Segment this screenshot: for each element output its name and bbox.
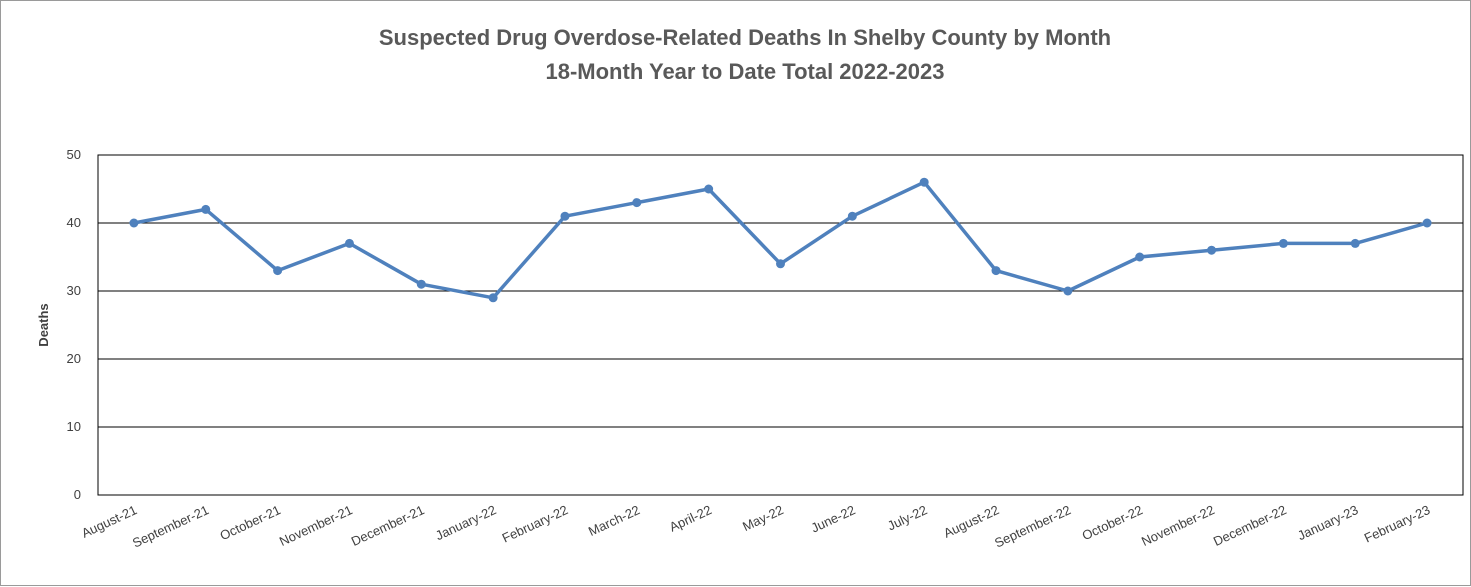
x-tick-label: December-22	[1211, 502, 1289, 549]
x-tick-label: July-22	[885, 502, 929, 533]
x-tick-label: November-22	[1139, 502, 1217, 549]
y-tick-label: 0	[74, 487, 81, 502]
data-point	[632, 198, 642, 208]
series-line	[132, 180, 1429, 300]
y-tick-label: 30	[67, 283, 81, 298]
data-point	[488, 293, 498, 303]
data-point	[1207, 245, 1217, 255]
data-point	[1063, 286, 1073, 296]
data-point	[1422, 218, 1432, 228]
x-tick-label: August-22	[941, 502, 1001, 541]
x-tick-label: June-22	[809, 502, 858, 535]
data-point	[273, 266, 283, 276]
x-tick-label: February-23	[1362, 502, 1433, 546]
data-point	[344, 238, 354, 248]
x-tick-label: October-21	[218, 502, 283, 543]
y-tick-label: 50	[67, 147, 81, 162]
data-point	[129, 218, 139, 228]
x-tick-label: September-21	[130, 502, 211, 550]
data-point	[1278, 238, 1288, 248]
x-tick-label: December-21	[349, 502, 427, 549]
data-point	[1135, 252, 1145, 262]
x-tick-label: January-23	[1295, 502, 1360, 543]
data-point	[704, 184, 714, 194]
x-tick-label: October-22	[1080, 502, 1145, 543]
x-tick-label: February-22	[500, 502, 571, 546]
x-tick-label: April-22	[667, 502, 714, 535]
x-tick-label: January-22	[433, 502, 498, 543]
data-point	[1350, 238, 1360, 248]
data-point	[991, 266, 1001, 276]
data-point	[919, 177, 929, 187]
data-point	[416, 279, 426, 289]
gridlines	[98, 154, 1463, 496]
x-tick-label: May-22	[740, 502, 786, 534]
data-point	[847, 211, 857, 221]
chart-subtitle: 18-Month Year to Date Total 2022-2023	[546, 59, 945, 84]
x-tick-label: September-22	[992, 502, 1073, 550]
plot-area	[97, 154, 1464, 496]
y-axis-title: Deaths	[36, 303, 51, 346]
series-layer	[129, 177, 1432, 303]
chart-title: Suspected Drug Overdose-Related Deaths I…	[379, 25, 1111, 50]
x-tick-label: March-22	[586, 502, 642, 539]
x-tick-label: November-21	[277, 502, 355, 549]
data-point	[776, 259, 785, 269]
y-axis-ticks: 0 10 20 30 40 50	[67, 147, 81, 502]
data-point	[560, 211, 570, 221]
y-tick-label: 20	[67, 351, 81, 366]
data-point	[201, 204, 211, 214]
x-tick-label: August-21	[79, 502, 139, 541]
y-tick-label: 10	[67, 419, 81, 434]
y-tick-label: 40	[67, 215, 81, 230]
